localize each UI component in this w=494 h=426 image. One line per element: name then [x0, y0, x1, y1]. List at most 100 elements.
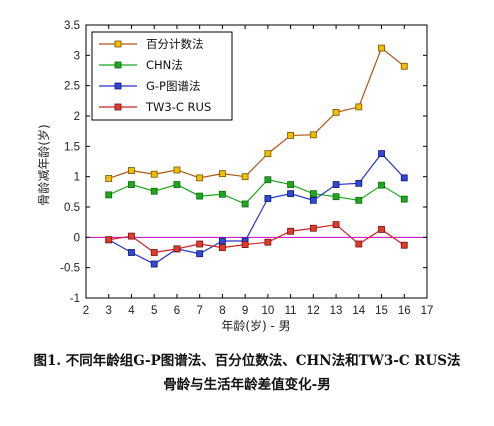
data-point — [400, 241, 408, 249]
legend-label: G-P图谱法 — [146, 79, 201, 93]
data-point — [287, 132, 295, 139]
data-point — [309, 224, 317, 232]
data-point — [309, 190, 317, 198]
data-point — [355, 103, 363, 111]
data-point — [150, 187, 158, 195]
data-point — [150, 260, 158, 268]
legend-label: 百分计数法 — [146, 37, 204, 51]
data-point — [264, 176, 272, 184]
data-point — [355, 196, 363, 204]
data-point — [378, 226, 385, 233]
y-axis-label: 骨龄减年龄(岁) — [36, 124, 51, 205]
series-2 — [105, 176, 408, 208]
data-point — [332, 108, 340, 116]
x-tick-label: 5 — [151, 305, 157, 317]
x-tick-label: 3 — [106, 305, 112, 317]
data-point — [400, 62, 408, 70]
x-tick-label: 13 — [330, 305, 343, 317]
data-point — [287, 190, 295, 198]
y-tick-label: -1 — [70, 293, 80, 305]
data-point — [264, 238, 272, 246]
x-tick-label: 4 — [128, 305, 135, 317]
x-tick-label: 15 — [375, 305, 388, 317]
x-tick-label: 16 — [398, 305, 411, 317]
y-tick-label: 0 — [74, 232, 80, 244]
data-point — [196, 192, 204, 200]
data-point — [196, 250, 204, 258]
data-point — [264, 150, 272, 158]
data-point — [173, 181, 181, 188]
data-point — [332, 221, 340, 228]
data-point — [400, 174, 408, 182]
legend-marker — [114, 40, 122, 48]
series-line — [108, 179, 405, 205]
y-tick-label: 2.5 — [64, 81, 80, 93]
data-point — [287, 181, 295, 188]
data-point — [105, 236, 113, 244]
series-line — [108, 152, 405, 265]
legend-marker — [114, 103, 122, 111]
series-line — [108, 47, 405, 180]
data-point — [218, 237, 226, 245]
data-point — [150, 170, 158, 178]
x-tick-label: 14 — [352, 305, 365, 317]
series-1 — [105, 44, 408, 182]
x-tick-label: 2 — [83, 305, 89, 317]
data-point — [241, 173, 249, 181]
data-point — [264, 195, 272, 202]
series-line — [108, 223, 405, 254]
x-tick-label: 12 — [307, 305, 320, 317]
data-point — [128, 167, 135, 175]
data-point — [378, 150, 385, 158]
data-point — [378, 181, 385, 189]
legend-item: TW3-C RUS — [99, 100, 211, 114]
y-tick-label: 1 — [74, 172, 80, 184]
x-tick-label: 17 — [421, 305, 434, 317]
x-tick-label: 9 — [242, 305, 248, 317]
data-point — [400, 195, 408, 203]
data-point — [287, 227, 295, 235]
y-tick-label: 3.5 — [64, 20, 80, 32]
data-point — [241, 241, 249, 249]
y-tick-label: 1.5 — [64, 141, 80, 153]
data-point — [150, 249, 158, 256]
legend-item: 百分计数法 — [99, 37, 204, 51]
data-point — [218, 170, 226, 178]
data-point — [128, 181, 135, 188]
data-point — [332, 181, 340, 188]
data-point — [128, 249, 135, 256]
legend-item: CHN法 — [99, 58, 183, 72]
caption-line-1: 图1. 不同年龄组G-P图谱法、百分位数法、CHN法和TW3-C RUS法 — [33, 353, 461, 369]
data-point — [355, 179, 363, 187]
legend-label: CHN法 — [146, 58, 183, 72]
legend-item: G-P图谱法 — [99, 79, 201, 93]
data-point — [309, 131, 317, 139]
legend-marker — [114, 82, 122, 90]
x-tick-label: 8 — [219, 305, 225, 317]
data-point — [196, 174, 204, 182]
caption-line-2: 骨龄与生活年龄差值变化-男 — [163, 377, 331, 393]
y-tick-label: 3 — [74, 50, 80, 62]
x-tick-label: 7 — [196, 305, 202, 317]
data-point — [355, 240, 363, 248]
data-point — [241, 200, 249, 208]
y-tick-label: 0.5 — [64, 202, 80, 214]
data-point — [173, 166, 181, 174]
y-tick-label: -0.5 — [60, 263, 80, 275]
y-tick-label: 2 — [74, 111, 80, 123]
data-point — [105, 175, 113, 182]
x-tick-label: 6 — [174, 305, 180, 317]
data-point — [218, 244, 226, 252]
data-point — [332, 193, 340, 201]
legend-label: TW3-C RUS — [145, 100, 211, 114]
data-point — [378, 44, 385, 52]
x-tick-label: 10 — [261, 305, 274, 317]
data-point — [128, 232, 135, 240]
x-axis-label: 年龄(岁) - 男 — [221, 318, 290, 333]
data-point — [218, 190, 226, 198]
data-point — [196, 240, 204, 248]
data-point — [105, 191, 113, 199]
data-point — [173, 245, 181, 253]
series-4 — [105, 221, 408, 256]
